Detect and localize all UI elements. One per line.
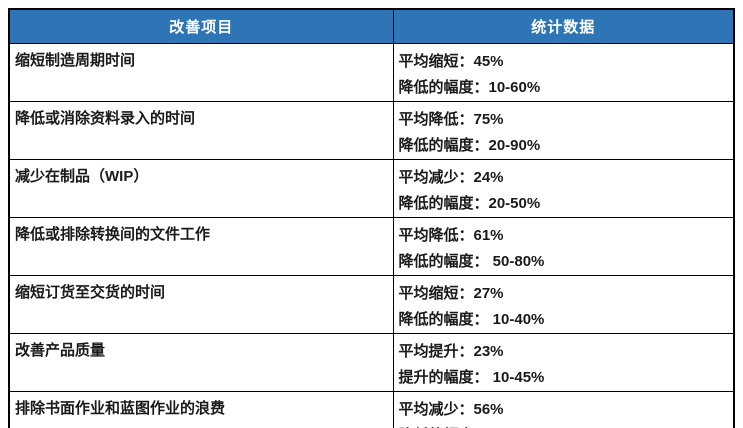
stat-cell: 平均缩短：27% 降低的幅度： 10-40% xyxy=(392,274,735,334)
stat-cell: 平均减少：24% 降低的幅度：20-50% xyxy=(392,158,735,218)
table-row: 降低或消除资料录入的时间 平均降低：75% 降低的幅度：20-90% xyxy=(8,100,735,160)
improvement-item-cell: 减少在制品（WIP） xyxy=(8,158,394,218)
stat-range-line: 提升的幅度： 10-45% xyxy=(398,368,545,386)
stat-range-line: 降低的幅度： 30-80% xyxy=(399,423,730,428)
stat-range-line: 降低的幅度：20-50% xyxy=(398,194,541,212)
stat-cell: 平均减少：56% 降低的幅度： 30-80% xyxy=(392,390,735,428)
stat-average-line: 平均降低：75% xyxy=(398,110,504,128)
table-row: 改善产品质量 平均提升：23% 提升的幅度： 10-45% xyxy=(8,332,735,392)
table-row: 排除书面作业和蓝图作业的浪费 平均减少：56% 降低的幅度： 30-80% xyxy=(8,390,735,428)
table-row: 缩短制造周期时间 平均缩短：45% 降低的幅度：10-60% xyxy=(8,42,735,102)
stat-range-line: 降低的幅度： 10-40% xyxy=(398,310,545,328)
stat-average-line: 平均缩短：27% xyxy=(398,284,504,302)
stat-average-line: 平均缩短：45% xyxy=(398,52,504,70)
stat-cell: 平均降低：75% 降低的幅度：20-90% xyxy=(392,100,735,160)
improvement-item-cell: 排除书面作业和蓝图作业的浪费 xyxy=(8,390,394,428)
stat-range-line: 降低的幅度：20-90% xyxy=(398,136,541,154)
stat-range-line: 降低的幅度：10-60% xyxy=(398,78,541,96)
improvement-item-cell: 改善产品质量 xyxy=(8,332,394,392)
table-row: 缩短订货至交货的时间 平均缩短：27% 降低的幅度： 10-40% xyxy=(8,274,735,334)
stat-cell: 平均降低：61% 降低的幅度： 50-80% xyxy=(392,216,735,276)
stat-cell: 平均提升：23% 提升的幅度： 10-45% xyxy=(392,332,735,392)
stat-average-line: 平均提升：23% xyxy=(398,342,504,360)
stat-average-line: 平均减少：56% xyxy=(398,400,504,418)
improvement-statistics-table: 改善项目 统计数据 缩短制造周期时间 平均缩短：45% 降低的幅度：10-60%… xyxy=(8,8,735,428)
stat-range-line: 降低的幅度： 50-80% xyxy=(398,252,545,270)
stat-average-line: 平均减少：24% xyxy=(398,168,504,186)
stat-cell: 平均缩短：45% 降低的幅度：10-60% xyxy=(392,42,735,102)
column-header-stats: 统计数据 xyxy=(392,8,735,44)
header-row: 改善项目 统计数据 xyxy=(8,8,735,44)
stat-average-line: 平均降低：61% xyxy=(398,226,504,244)
table-row: 减少在制品（WIP） 平均减少：24% 降低的幅度：20-50% xyxy=(8,158,735,218)
column-header-improvement: 改善项目 xyxy=(8,8,394,44)
improvement-item-cell: 缩短订货至交货的时间 xyxy=(8,274,394,334)
improvement-item-cell: 降低或消除资料录入的时间 xyxy=(8,100,394,160)
table-row: 降低或排除转换间的文件工作 平均降低：61% 降低的幅度： 50-80% xyxy=(8,216,735,276)
improvement-item-cell: 降低或排除转换间的文件工作 xyxy=(8,216,394,276)
improvement-item-cell: 缩短制造周期时间 xyxy=(8,42,394,102)
